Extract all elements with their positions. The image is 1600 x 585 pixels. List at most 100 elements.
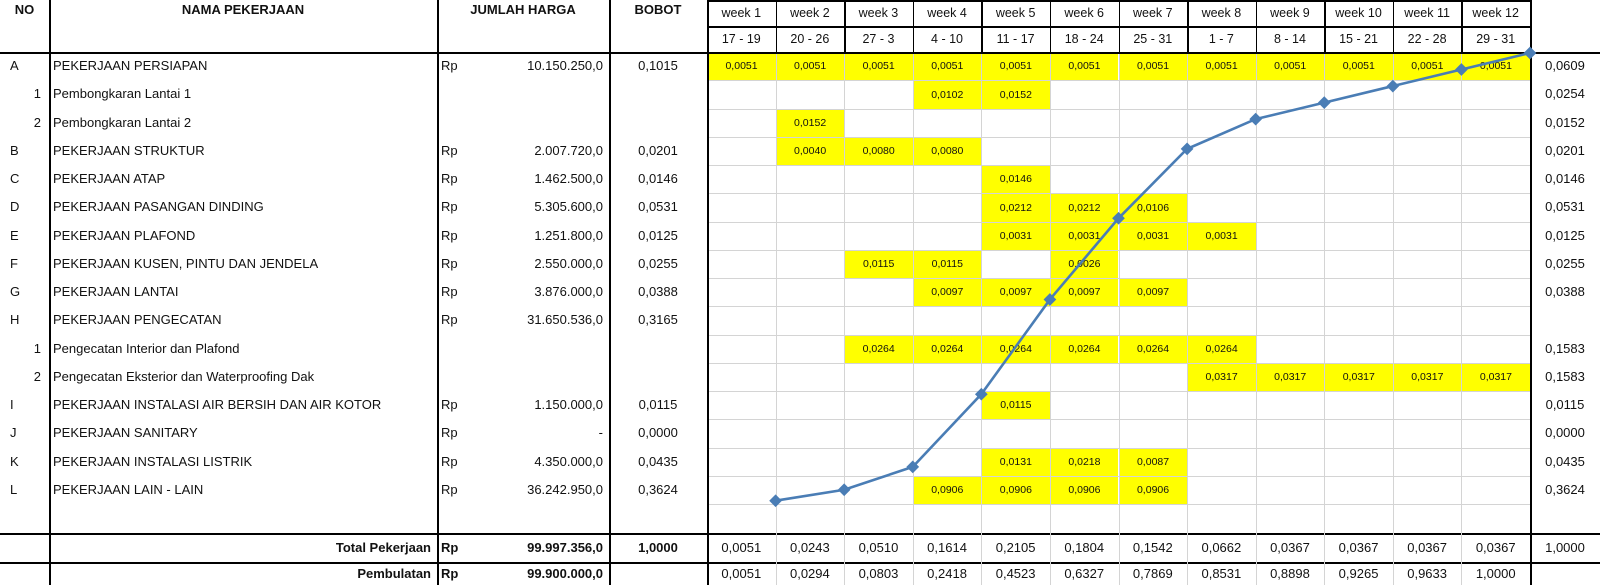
schedule-cell: 0,0097 bbox=[1050, 278, 1119, 307]
week-dates: 11 - 17 bbox=[996, 32, 1035, 46]
grid-line bbox=[1255, 533, 1257, 585]
schedule-cell: 0,0097 bbox=[981, 278, 1050, 307]
week-label: week 12 bbox=[1472, 6, 1519, 20]
bobot-value: 0,0531 bbox=[638, 199, 678, 215]
pembulatan_row-week-value: 0,8898 bbox=[1270, 565, 1310, 581]
pembulatan_row-week-value: 0,9265 bbox=[1338, 565, 1379, 581]
schedule-cell: 0,0051 bbox=[1393, 52, 1462, 81]
currency-label: Rp bbox=[441, 453, 458, 469]
bobot-value: 0,0435 bbox=[638, 453, 678, 469]
pembulatan_row-week-value: 0,6327 bbox=[1064, 565, 1105, 581]
header-jumlah-harga: JUMLAH HARGA bbox=[470, 2, 576, 17]
amount: 3.876.000,0 bbox=[534, 284, 603, 300]
row-total: 0,0152 bbox=[1545, 114, 1585, 130]
pembulatan_row-currency: Rp bbox=[441, 565, 459, 581]
grid-line bbox=[775, 0, 778, 52]
grid-line bbox=[981, 0, 983, 52]
grid-line bbox=[1118, 0, 1120, 52]
pembulatan_row-week-value: 0,0294 bbox=[789, 565, 830, 581]
row-total: 0,0125 bbox=[1545, 227, 1585, 243]
row-number: C bbox=[10, 171, 20, 187]
total_row-week-value: 0,2105 bbox=[995, 539, 1036, 555]
grid-line bbox=[1392, 533, 1394, 585]
amount: 5.305.600,0 bbox=[534, 199, 603, 215]
week-label: week 8 bbox=[1201, 6, 1242, 20]
total_row-week-value: 0,0367 bbox=[1475, 539, 1516, 555]
week-label: week 11 bbox=[1404, 6, 1450, 20]
s-curve-point bbox=[1523, 46, 1537, 60]
pembulatan_row-week-value: 0,4523 bbox=[995, 565, 1036, 581]
pembulatan_row-label: Pembulatan bbox=[357, 565, 431, 581]
task-name: Pengecatan Eksterior dan Waterproofing D… bbox=[53, 368, 315, 384]
pembulatan_row-week-value: 0,7869 bbox=[1132, 565, 1173, 581]
currency-label: Rp bbox=[441, 397, 458, 413]
amount: 1.462.500,0 bbox=[534, 171, 603, 187]
grid-line bbox=[1049, 0, 1052, 52]
grid-line bbox=[1187, 0, 1189, 52]
total_row-week-value: 0,0243 bbox=[789, 539, 830, 555]
schedule-cell: 0,0264 bbox=[1187, 335, 1256, 363]
s-curve-line bbox=[775, 51, 1531, 502]
task-name: PEKERJAAN PLAFOND bbox=[53, 227, 196, 243]
row-number: 2 bbox=[33, 114, 41, 130]
row-total: 0,1583 bbox=[1545, 368, 1585, 384]
amount: 1.251.800,0 bbox=[534, 227, 603, 243]
schedule-cell: 0,0152 bbox=[981, 80, 1050, 109]
currency-label: Rp bbox=[441, 58, 458, 74]
bobot-value: 0,0115 bbox=[638, 397, 678, 413]
week-dates: 29 - 31 bbox=[1476, 32, 1516, 46]
grid-line bbox=[1392, 52, 1394, 533]
task-name: PEKERJAAN PASANGAN DINDING bbox=[53, 199, 264, 215]
grid-line bbox=[1118, 52, 1120, 533]
grid-line bbox=[1324, 533, 1326, 585]
row-total: 0,0000 bbox=[1545, 425, 1585, 441]
row-number: B bbox=[10, 142, 19, 158]
grid-line bbox=[609, 0, 611, 585]
schedule-cell: 0,0115 bbox=[913, 250, 982, 278]
row-total: 0,0254 bbox=[1545, 86, 1585, 102]
week-label: week 4 bbox=[927, 6, 967, 20]
task-name: Pembongkaran Lantai 2 bbox=[53, 114, 192, 130]
bobot-value: 0,1015 bbox=[638, 58, 678, 74]
total_row-week-value: 0,1614 bbox=[927, 539, 967, 555]
schedule-cell: 0,0264 bbox=[1119, 335, 1188, 363]
pembulatan_row-week-value: 1,0000 bbox=[1475, 565, 1516, 581]
grid-line bbox=[1461, 52, 1463, 533]
amount: 31.650.536,0 bbox=[527, 312, 603, 328]
total_row-week-value: 0,0662 bbox=[1201, 539, 1242, 555]
schedule-cell: 0,0051 bbox=[1050, 52, 1119, 81]
row-number: L bbox=[10, 481, 18, 497]
row-number: 1 bbox=[33, 340, 41, 356]
task-name: PEKERJAAN PENGECATAN bbox=[53, 312, 222, 328]
week-label: week 3 bbox=[858, 6, 899, 20]
s-curve-point bbox=[1249, 112, 1263, 126]
schedule-cell: 0,0264 bbox=[1050, 335, 1119, 363]
schedule-cell: 0,0051 bbox=[1187, 52, 1256, 81]
currency-label: Rp bbox=[441, 227, 458, 243]
row-total: 0,0609 bbox=[1545, 58, 1585, 74]
task-name: PEKERJAAN LANTAI bbox=[53, 284, 179, 300]
schedule-cell: 0,0264 bbox=[981, 335, 1050, 363]
total_row-week-value: 0,0510 bbox=[858, 539, 899, 555]
schedule-cell: 0,0146 bbox=[981, 165, 1050, 194]
grid-line bbox=[0, 52, 1600, 54]
bobot-value: 0,0125 bbox=[638, 227, 678, 243]
grid-line bbox=[1118, 533, 1120, 585]
s-curve-point bbox=[1386, 79, 1400, 93]
schedule-cell: 0,0051 bbox=[913, 52, 982, 81]
grid-line bbox=[1461, 533, 1463, 585]
schedule-cell: 0,0051 bbox=[1324, 52, 1393, 81]
grid-line bbox=[1392, 0, 1395, 52]
row-number: A bbox=[10, 58, 19, 74]
week-label: week 1 bbox=[721, 6, 762, 20]
header-no: NO bbox=[14, 2, 35, 17]
row-number: F bbox=[10, 255, 18, 271]
row-number: D bbox=[10, 199, 20, 215]
row-total: 0,0388 bbox=[1545, 284, 1585, 300]
week-dates: 22 - 28 bbox=[1407, 32, 1447, 46]
bobot-value: 0,0146 bbox=[638, 171, 678, 187]
schedule-cell: 0,0317 bbox=[1393, 363, 1462, 391]
schedule-cell: 0,0218 bbox=[1050, 448, 1119, 476]
schedule-cell: 0,0097 bbox=[913, 278, 982, 307]
